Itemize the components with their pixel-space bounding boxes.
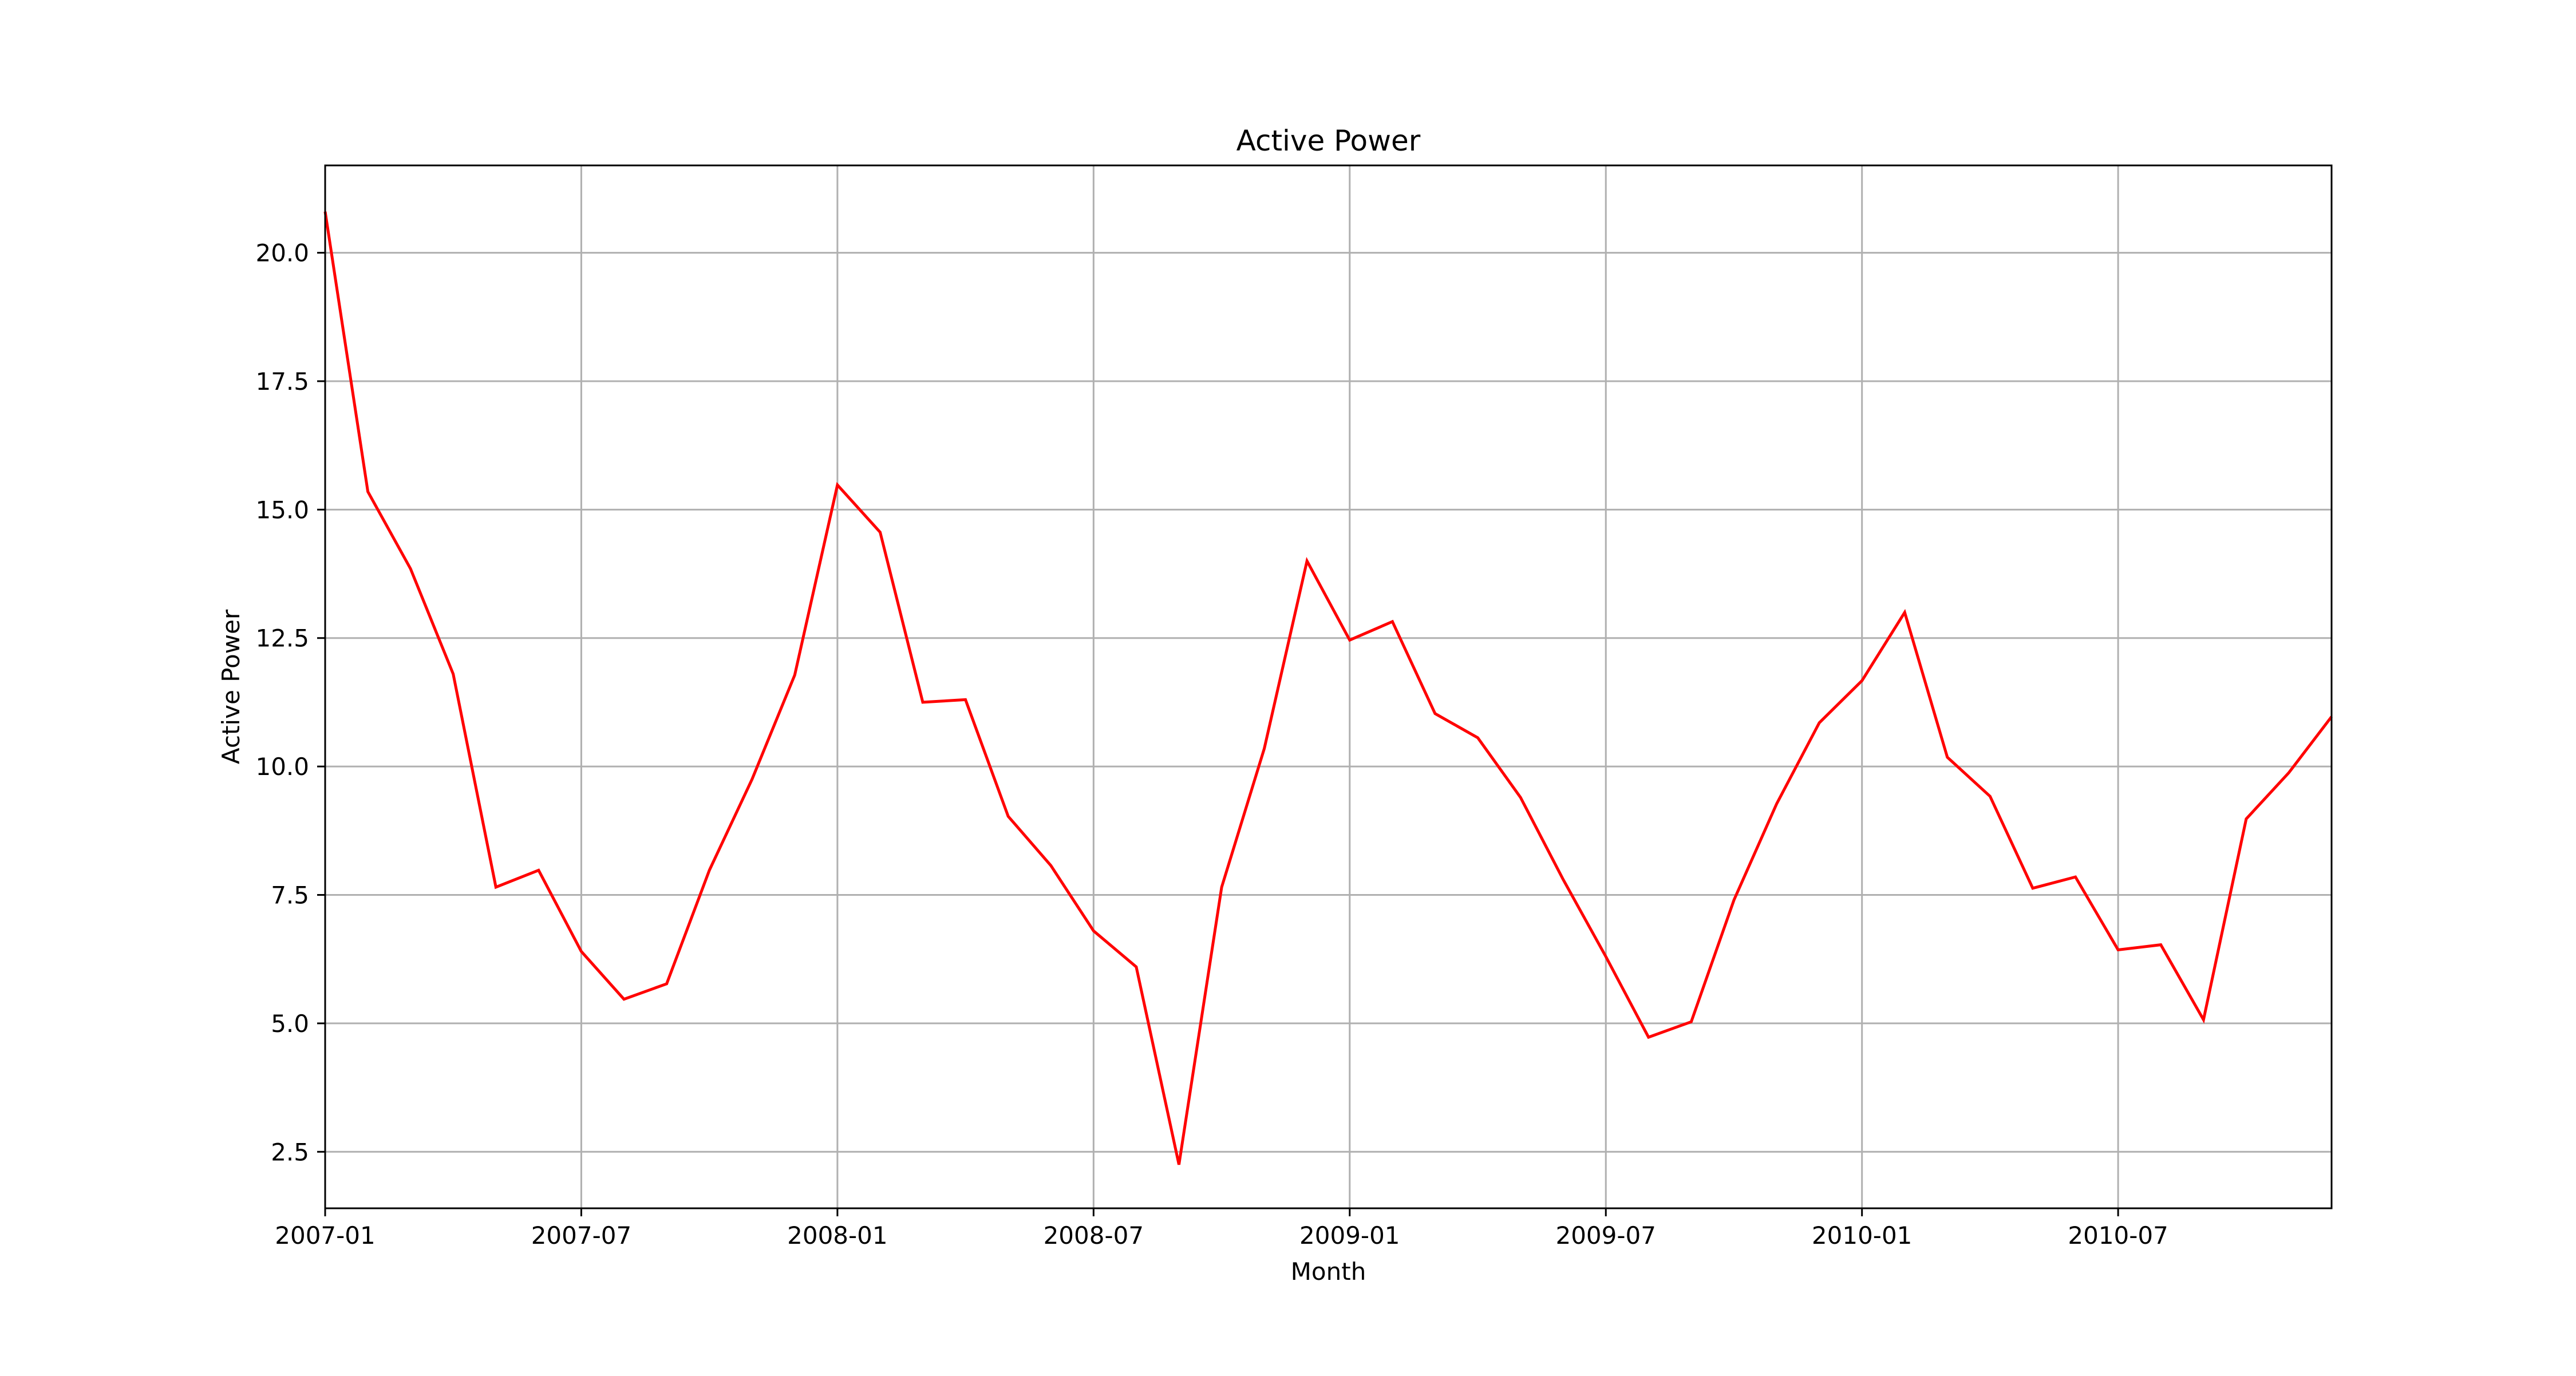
x-tick-label: 2008-07 [1044,1221,1144,1250]
grid-lines [324,165,2332,1208]
x-tick-label: 2007-01 [275,1221,376,1250]
series-layer [323,211,2333,1165]
y-tick-label: 15.0 [255,496,309,524]
y-tick-label: 12.5 [255,624,309,653]
x-axis-label: Month [1291,1258,1366,1286]
y-tick-label: 2.5 [271,1138,309,1166]
x-tick-label: 2009-01 [1299,1221,1400,1250]
chart-title: Active Power [1236,124,1421,157]
x-tick-label: 2010-01 [1812,1221,1913,1250]
y-tick-label: 20.0 [255,239,309,267]
x-tick-label: 2010-07 [2068,1221,2168,1250]
y-axis-ticks: 2.5 5.0 7.5 10.0 12.5 15.0 17.5 20.0 [255,239,325,1166]
y-tick-label: 5.0 [271,1010,309,1038]
x-tick-label: 2007-07 [531,1221,632,1250]
y-tick-label: 7.5 [271,881,309,910]
y-axis-label: Active Power [217,609,245,764]
x-axis-ticks: 2007-01 2007-07 2008-01 2008-07 2009-01 2009-… [275,1208,2168,1250]
y-tick-label: 10.0 [255,753,309,781]
series-line [323,211,2333,1165]
x-tick-label: 2008-01 [787,1221,888,1250]
plot-area-frame [324,164,2333,1209]
y-tick-label: 17.5 [255,367,309,396]
x-tick-label: 2009-07 [1555,1221,1656,1250]
